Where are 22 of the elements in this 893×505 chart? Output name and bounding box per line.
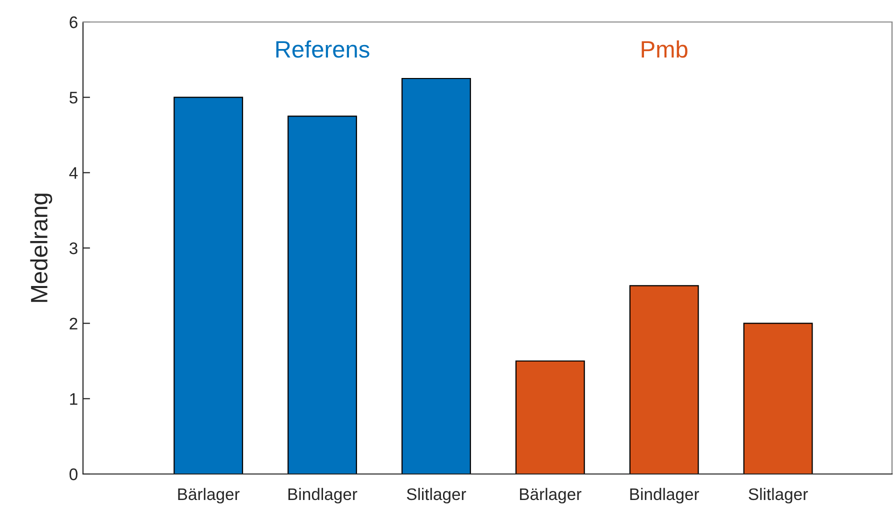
x-tick-label: Slitlager bbox=[406, 488, 466, 504]
bar bbox=[174, 96, 244, 474]
y-tick-label: 2 bbox=[70, 318, 78, 330]
bar bbox=[743, 322, 813, 474]
y-tick-label: 0 bbox=[70, 468, 78, 480]
y-tick-label: 6 bbox=[70, 16, 78, 28]
x-tick-label: Bärlager bbox=[178, 488, 240, 504]
y-tick-label: 3 bbox=[70, 242, 78, 254]
y-tick-label: 5 bbox=[70, 92, 78, 104]
bar bbox=[515, 360, 585, 474]
y-tick-label: 1 bbox=[70, 393, 78, 405]
x-tick-label: Slitlager bbox=[748, 488, 808, 504]
bar bbox=[401, 78, 471, 474]
series-label: Referens bbox=[276, 40, 370, 58]
text: Pmb bbox=[642, 40, 688, 58]
x-tick-label: Bindlager bbox=[288, 488, 358, 504]
x-tick-label: Bindlager bbox=[630, 488, 700, 504]
bar bbox=[288, 116, 358, 474]
bar bbox=[629, 285, 699, 474]
y-tick-label: 4 bbox=[69, 167, 78, 179]
x-tick-label: Bärlager bbox=[520, 488, 582, 504]
y-axis-title: Medelrang bbox=[30, 194, 52, 302]
